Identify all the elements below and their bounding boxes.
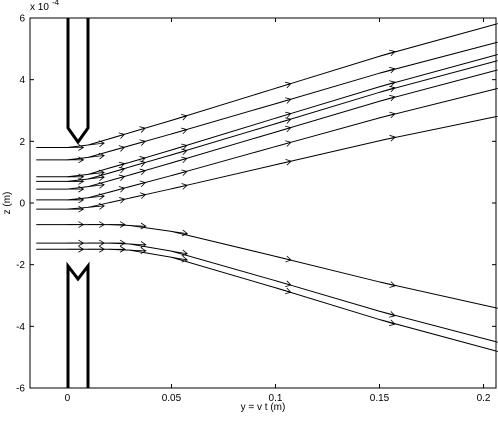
- velocity-arrow: [88, 152, 105, 160]
- velocity-arrow: [67, 178, 85, 185]
- velocity-arrow: [88, 245, 106, 253]
- velocity-arrow: [108, 186, 126, 193]
- x-axis-label: y = v t (m): [241, 402, 286, 413]
- velocity-arrow: [171, 249, 189, 257]
- x-tick-label: 0.05: [162, 393, 182, 404]
- y-axis-label: z (m): [2, 192, 13, 215]
- velocity-arrow: [108, 196, 126, 204]
- velocity-arrow: [275, 97, 292, 105]
- velocity-arrow: [379, 80, 396, 88]
- velocity-arrow: [379, 281, 396, 288]
- y-scale-power: -4: [52, 0, 60, 7]
- velocity-arrow: [88, 221, 106, 228]
- velocity-arrow: [275, 140, 292, 147]
- velocity-arrow: [379, 134, 396, 142]
- velocity-arrow: [88, 202, 105, 210]
- velocity-arrow: [109, 221, 126, 228]
- x-tick-label: 0.15: [370, 393, 390, 404]
- velocity-arrow: [275, 280, 292, 287]
- velocity-arrow: [67, 205, 85, 213]
- velocity-arrow: [379, 94, 396, 102]
- velocity-arrow: [129, 192, 147, 199]
- velocity-arrow: [88, 169, 105, 177]
- velocity-arrow: [379, 85, 396, 93]
- velocity-arrow: [129, 222, 147, 230]
- velocity-arrow: [129, 241, 147, 248]
- y-tick-label: 4: [19, 75, 25, 86]
- velocity-arrow: [88, 193, 105, 200]
- y-scale-base: x 10: [30, 2, 49, 13]
- y-tick-label: -2: [16, 260, 25, 271]
- velocity-arrow: [171, 143, 188, 151]
- velocity-arrow: [67, 196, 85, 204]
- x-tick-label: 0: [65, 393, 71, 404]
- velocity-arrow: [129, 156, 147, 163]
- velocity-arrow: [171, 169, 188, 176]
- upper-electrode: [66, 18, 90, 145]
- velocity-arrow: [275, 255, 292, 263]
- y-tick-label: 2: [19, 137, 25, 148]
- velocity-arrow: [88, 174, 105, 181]
- x-tick-label: 0.2: [477, 393, 491, 404]
- velocity-arrow: [275, 117, 292, 125]
- velocity-arrow: [67, 156, 85, 164]
- velocity-arrow: [129, 139, 147, 147]
- velocity-arrow: [67, 144, 85, 151]
- velocity-arrow: [275, 111, 292, 119]
- x-tick-label: 0.1: [269, 393, 283, 404]
- velocity-arrow: [379, 310, 396, 318]
- velocity-arrow: [171, 229, 189, 237]
- velocity-arrow: [129, 160, 146, 168]
- velocity-arrow: [275, 125, 292, 133]
- velocity-arrow: [108, 174, 126, 182]
- velocity-arrow: [67, 245, 85, 253]
- y-tick-label: 6: [19, 14, 25, 25]
- velocity-arrow: [379, 319, 396, 327]
- velocity-arrow: [129, 180, 147, 188]
- velocity-arrow: [88, 140, 105, 148]
- velocity-arrow: [108, 166, 126, 174]
- velocity-arrow: [379, 66, 396, 74]
- velocity-arrow: [171, 148, 188, 156]
- velocity-arrow: [108, 132, 126, 140]
- velocity-arrow: [108, 161, 126, 169]
- velocity-arrow: [171, 156, 188, 164]
- velocity-arrow: [67, 173, 85, 181]
- velocity-arrow: [171, 255, 189, 263]
- velocity-arrow: [109, 239, 126, 247]
- velocity-arrow: [379, 49, 396, 57]
- velocity-arrow: [109, 245, 126, 253]
- y-tick-label: -6: [16, 384, 25, 395]
- velocity-arrow: [67, 239, 85, 247]
- velocity-arrow: [88, 182, 105, 189]
- velocity-arrow: [129, 247, 147, 255]
- velocity-arrow: [129, 126, 146, 134]
- velocity-arrow: [108, 145, 126, 152]
- velocity-arrow: [129, 168, 147, 176]
- lower-electrode: [66, 261, 90, 388]
- velocity-arrow: [171, 183, 188, 190]
- velocity-arrow: [171, 127, 188, 135]
- velocity-arrow: [275, 287, 292, 295]
- y-tick-label: -4: [16, 322, 25, 333]
- velocity-arrow: [275, 158, 292, 166]
- velocity-arrow: [88, 239, 106, 247]
- velocity-arrow: [379, 111, 396, 119]
- velocity-arrow: [67, 221, 85, 228]
- velocity-arrow: [275, 81, 292, 89]
- y-tick-label: 0: [19, 199, 25, 210]
- velocity-arrow: [171, 113, 188, 121]
- velocity-arrow: [67, 185, 85, 193]
